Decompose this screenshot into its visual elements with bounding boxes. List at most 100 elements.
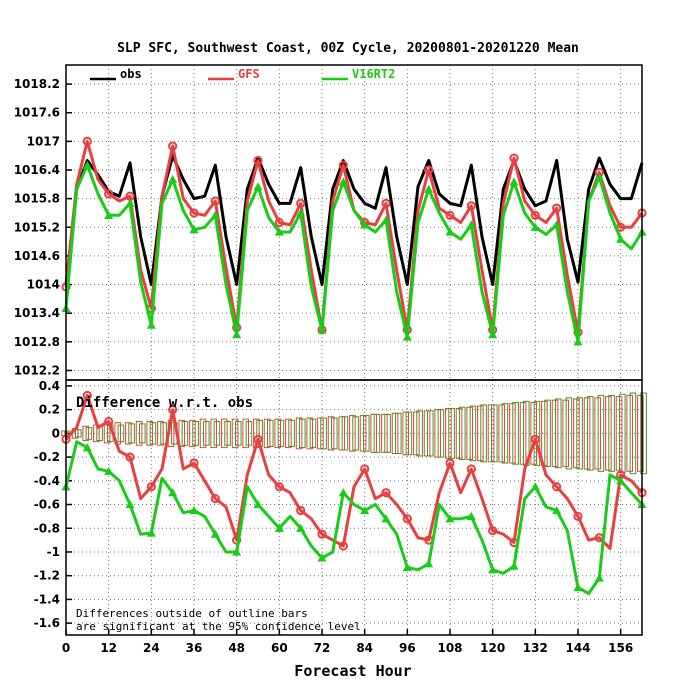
confidence-bar-v16rt2 — [597, 394, 605, 472]
confidence-bar-v16rt2 — [320, 417, 327, 450]
confidence-bar-v16rt2 — [74, 429, 82, 438]
top-y-tick-label: 1014.6 — [14, 249, 60, 263]
data-point-v16rt2 — [274, 523, 284, 532]
data-point-gfs — [82, 390, 92, 401]
confidence-bar-v16rt2 — [490, 404, 498, 463]
data-point-v16rt2 — [146, 320, 156, 329]
data-point-v16rt2 — [402, 562, 412, 571]
data-point-gfs — [296, 505, 306, 516]
bottom-y-tick-label: -1 — [47, 545, 60, 559]
data-point-v16rt2 — [552, 505, 562, 515]
confidence-bar-gfs — [242, 418, 250, 449]
data-point-gfs — [189, 458, 199, 468]
top-y-tick-label: 1014 — [27, 278, 60, 292]
data-point-v16rt2 — [360, 220, 370, 229]
x-tick-label: 36 — [186, 641, 203, 655]
confidence-bar-v16rt2 — [554, 398, 562, 469]
data-point-v16rt2 — [168, 175, 178, 184]
confidence-bar-v16rt2 — [544, 399, 551, 468]
data-point-v16rt2 — [317, 553, 327, 562]
confidence-bar-v16rt2 — [202, 421, 210, 446]
confidence-bar-v16rt2 — [437, 409, 445, 458]
confidence-bar-gfs — [231, 418, 239, 449]
top-y-tick-label: 1015.8 — [14, 192, 60, 206]
confidence-bar-v16rt2 — [362, 415, 370, 452]
top-y-tick-label: 1018.2 — [14, 77, 60, 91]
data-point-v16rt2 — [125, 198, 135, 208]
data-point-v16rt2 — [573, 337, 583, 346]
data-point-gfs — [466, 464, 476, 474]
data-point-v16rt2 — [424, 559, 434, 568]
x-axis-label: Forecast Hour — [294, 662, 411, 680]
x-tick-label: 0 — [62, 641, 70, 655]
confidence-bar-v16rt2 — [405, 411, 413, 456]
confidence-bar-v16rt2 — [341, 416, 349, 451]
x-tick-label: 72 — [314, 641, 331, 655]
data-point-gfs — [104, 189, 114, 199]
data-point-gfs — [274, 482, 284, 492]
top-y-tick-label: 1012.8 — [14, 335, 60, 349]
data-point-gfs — [424, 165, 434, 175]
confidence-bar-gfs — [263, 418, 271, 449]
confidence-bar-v16rt2 — [565, 397, 573, 470]
confidence-bar-gfs — [221, 418, 228, 449]
data-point-gfs — [168, 141, 178, 151]
bottom-y-tick-label: -1.4 — [34, 592, 60, 606]
confidence-bar-v16rt2 — [480, 404, 487, 463]
data-point-v16rt2 — [82, 443, 92, 452]
bottom-y-tick-label: -0.4 — [34, 474, 60, 488]
bottom-panel-series — [61, 390, 647, 595]
data-point-v16rt2 — [104, 466, 114, 475]
data-point-gfs — [573, 511, 583, 521]
confidence-bar-v16rt2 — [298, 418, 306, 449]
bottom-panel-frame — [65, 379, 643, 636]
confidence-bar-v16rt2 — [384, 413, 391, 453]
data-point-v16rt2 — [253, 182, 263, 191]
top-y-tick-label: 1017 — [27, 134, 60, 148]
data-point-gfs — [125, 452, 135, 462]
x-tick-label: 120 — [480, 641, 505, 655]
legend-gfs-label: GFS — [238, 67, 260, 81]
data-point-gfs — [296, 198, 306, 209]
data-point-v16rt2 — [189, 505, 199, 515]
data-point-gfs — [402, 514, 412, 524]
confidence-bar-v16rt2 — [213, 421, 221, 446]
data-point-gfs — [210, 494, 220, 504]
data-point-v16rt2 — [338, 488, 348, 497]
confidence-bar-v16rt2 — [458, 406, 466, 460]
x-tick-label: 12 — [100, 641, 117, 655]
x-tick-label: 84 — [356, 641, 373, 655]
data-point-gfs — [445, 210, 455, 220]
data-point-v16rt2 — [381, 514, 391, 523]
data-point-v16rt2 — [530, 222, 540, 231]
confidence-bar-gfs — [327, 416, 335, 451]
data-point-v16rt2 — [488, 565, 498, 574]
data-point-v16rt2 — [104, 210, 114, 219]
data-point-gfs — [466, 201, 476, 211]
data-point-v16rt2 — [189, 225, 199, 234]
data-point-v16rt2 — [594, 573, 604, 582]
confidence-bar-gfs — [306, 417, 314, 450]
data-point-gfs — [189, 208, 199, 218]
confidence-bar-gfs — [199, 418, 207, 449]
confidence-bar-gfs — [82, 425, 90, 441]
data-point-gfs — [168, 405, 178, 415]
bottom-y-tick-labels: 0.4 0.2 0 -0.2 -0.4 -0.6 -0.8 -1 -1.2 -1.4 -1.6 — [34, 379, 60, 630]
confidence-bar-gfs — [135, 421, 143, 446]
x-tick-label: 144 — [565, 641, 590, 655]
top-y-tick-label: 1013.4 — [14, 306, 60, 320]
data-point-gfs — [274, 217, 284, 228]
bottom-y-tick-label: -0.6 — [34, 498, 60, 512]
confidence-bar-v16rt2 — [160, 422, 167, 445]
x-tick-label: 108 — [437, 641, 462, 655]
data-point-v16rt2 — [466, 220, 476, 229]
confidence-bar-v16rt2 — [138, 423, 146, 444]
data-point-gfs — [530, 210, 540, 220]
data-point-gfs — [338, 541, 348, 551]
confidence-bar-gfs — [146, 421, 154, 446]
confidence-bar-v16rt2 — [426, 410, 434, 457]
difference-panel-title: Difference w.r.t. obs — [76, 395, 253, 411]
data-point-v16rt2 — [82, 160, 92, 169]
